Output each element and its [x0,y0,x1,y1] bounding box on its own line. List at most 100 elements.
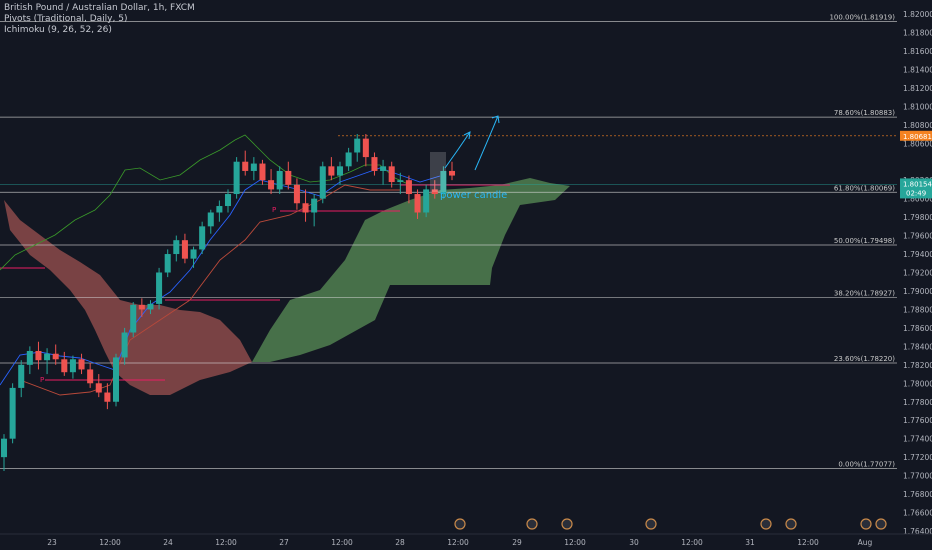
candle-body [121,332,128,358]
bearish-cloud [4,200,252,395]
event-flag-icon [875,518,887,530]
fibonacci-levels: 100.00%(1.81919) 78.60%(1.80883) 61.80%(1.… [0,13,897,469]
candle-body [181,240,188,259]
price-axis-background [900,0,932,550]
price-tick-label: 1.80800 [903,121,932,130]
candle-body [405,180,412,195]
annotations: power candle [430,115,887,530]
legend-symbol-title[interactable]: British Pound / Australian Dollar, 1h, F… [4,3,195,13]
bullish-cloud [252,178,570,362]
candle-body [440,170,447,195]
candle-body [44,353,51,361]
projection-arrow-2 [474,115,499,171]
price-tick-label: 1.80600 [903,139,932,148]
candle-body [138,304,145,310]
candle-body [26,350,33,365]
fib-label: 61.80%(1.80069) [834,184,895,192]
candle-body [362,138,369,158]
price-tick-label: 1.78600 [903,324,932,333]
candle-body [190,249,197,259]
price-tick-label: 1.79600 [903,232,932,241]
fib-label: 0.00%(1.77077) [838,460,895,468]
time-tick-label: 12:00 [331,538,353,547]
event-flag-icon [454,518,466,530]
candle-body [354,138,361,153]
candle-body [250,163,257,171]
arrowhead-1 [463,131,471,140]
price-tick-label: 1.79000 [903,287,932,296]
candle-body [87,369,94,384]
candle-body [18,364,25,388]
candle-body [164,254,171,273]
time-tick-label: 12:00 [681,538,703,547]
price-tick-label: 1.78800 [903,305,932,314]
current-price-label: 1.80154 [903,180,932,188]
candle-body [431,189,438,195]
candle-body [35,350,42,361]
candle-body [423,189,430,213]
candle-body [285,170,292,185]
event-flag-icon [860,518,872,530]
tenkan-sen-line [0,167,441,386]
candle-body [276,170,283,190]
projection-arrow-1 [444,131,471,169]
event-flag-icon [526,518,538,530]
ichimoku-cloud [4,178,570,395]
chikou-span-line [0,134,411,271]
power-candle-highlight [430,152,446,192]
candle-body [216,206,223,213]
candle-body [345,152,352,167]
time-axis[interactable]: 23 12:00 24 12:00 27 12:00 28 12:00 29 12:00 30 12:… [0,533,932,547]
time-tick-label: 31 [745,538,755,547]
fib-label: 50.00%(1.79498) [834,237,895,245]
candle-body [371,157,378,171]
current-price-tag [900,178,932,199]
candle-body [259,163,266,181]
pivot-marker: P [40,376,44,384]
candle-body [95,383,102,393]
candles [0,134,456,471]
candle-body [328,166,335,176]
fib-label: 78.60%(1.80883) [834,109,895,117]
legend-pivots[interactable]: Pivots (Traditional, Daily, 5) [4,14,128,24]
target-price-tag [900,130,932,141]
price-tick-label: 1.81800 [903,28,932,37]
price-tick-label: 1.79400 [903,250,932,259]
candle-body [156,272,163,304]
price-tick-label: 1.77200 [903,453,932,462]
price-tick-label: 1.77000 [903,472,932,481]
candle-body [130,304,137,333]
price-tick-label: 1.76400 [903,527,932,536]
event-flag-icon [561,518,573,530]
candle-body [302,203,309,213]
event-flag-icon [785,518,797,530]
price-tick-label: 1.76600 [903,509,932,518]
price-tick-label: 1.76800 [903,490,932,499]
candle-body [242,161,249,171]
candle-body [388,166,395,183]
price-tick-label: 1.81000 [903,102,932,111]
price-tick-label: 1.78000 [903,379,932,388]
time-tick-label: 12:00 [99,538,121,547]
candle-body [233,161,240,195]
time-tick-label: 12:00 [447,538,469,547]
candle-body [0,438,8,458]
event-flag-icon [760,518,772,530]
candle-body [207,212,214,227]
price-axis[interactable]: 1.82000 1.81800 1.81600 1.81400 1.81200 1.810… [900,0,932,550]
price-tick-label: 1.79800 [903,213,932,222]
candle-body [268,180,275,190]
price-tick-label: 1.77400 [903,435,932,444]
price-tick-label: 1.81600 [903,47,932,56]
candle-body [112,357,120,402]
target-price-label: 1.80681 [903,133,932,141]
candle-body [311,198,318,213]
time-tick-label: 27 [279,538,289,547]
pivot-marker: P [272,206,276,214]
candle-body [69,359,76,373]
candle-body [380,166,387,171]
legend-ichimoku[interactable]: Ichimoku (9, 26, 52, 26) [4,25,112,35]
candle-body [147,303,154,310]
arrowhead-2 [491,115,500,124]
